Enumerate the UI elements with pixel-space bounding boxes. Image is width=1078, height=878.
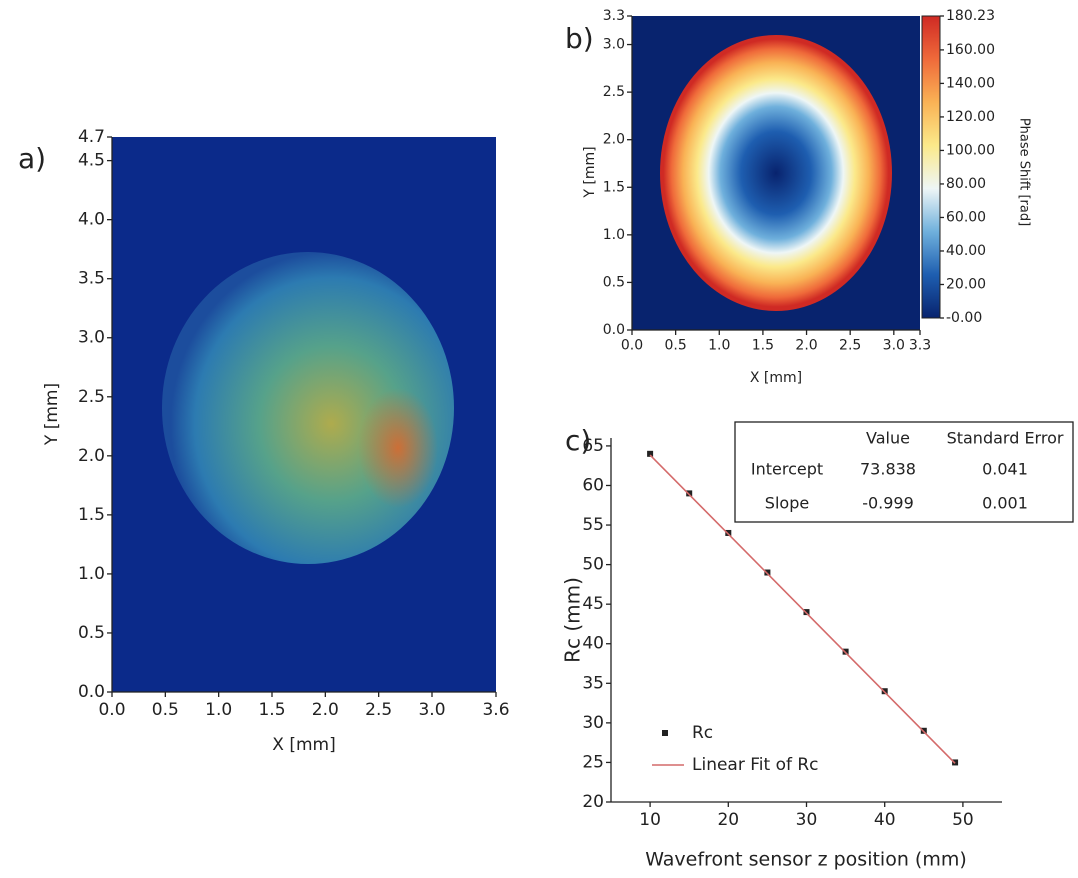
colorbar-tick-label: 100.00 — [946, 142, 995, 158]
x-tick-label: 20 — [717, 810, 739, 830]
x-tick-label: 0.5 — [665, 338, 687, 354]
y-axis-label: Y [mm] — [42, 383, 62, 446]
x-tick-label: 2.0 — [795, 338, 817, 354]
y-tick-label: 0.0 — [603, 322, 625, 338]
colorbar-tick-label: 60.00 — [946, 209, 986, 225]
x-tick-label: 2.5 — [839, 338, 861, 354]
x-tick-label: 1.5 — [258, 700, 285, 720]
colorbar-tick-label: 20.00 — [946, 276, 986, 292]
panel-label: c) — [565, 424, 591, 457]
y-tick-label: 50 — [582, 555, 604, 575]
y-tick-label: 4.5 — [78, 151, 105, 171]
panel-label: a) — [18, 142, 46, 175]
y-tick-label: 3.0 — [78, 328, 105, 348]
y-tick-label: 20 — [582, 792, 604, 812]
y-tick-label: 0.5 — [603, 274, 625, 290]
x-tick-label: 0.0 — [621, 338, 643, 354]
x-tick-label: 3.0 — [883, 338, 905, 354]
legend-label: Linear Fit of Rc — [692, 755, 819, 775]
y-tick-label: 3.0 — [603, 37, 625, 53]
x-tick-label: 3.0 — [418, 700, 445, 720]
legend-marker — [662, 730, 668, 736]
y-tick-label: 40 — [582, 634, 604, 654]
heatmap-hotspot — [358, 388, 438, 508]
y-tick-label: 2.5 — [78, 387, 105, 407]
x-tick-label: 30 — [796, 810, 818, 830]
y-tick-label: 4.0 — [78, 210, 105, 230]
colorbar-tick-label: 80.00 — [946, 176, 986, 192]
y-tick-label: 1.5 — [78, 505, 105, 525]
table-header: Value — [866, 429, 910, 448]
x-tick-label: 3.3 — [909, 338, 931, 354]
y-tick-label: 2.0 — [78, 446, 105, 466]
phase-ring — [660, 35, 892, 311]
y-tick-label: 3.3 — [603, 8, 625, 24]
table-row-label: Slope — [765, 494, 809, 513]
y-tick-label: 0.5 — [78, 623, 105, 643]
colorbar-tick-label: 40.00 — [946, 243, 986, 259]
colorbar-tick-label: 180.23 — [946, 8, 995, 24]
colorbar — [922, 16, 940, 318]
y-tick-label: 60 — [582, 475, 604, 495]
y-tick-label: 1.0 — [603, 227, 625, 243]
x-tick-label: 0.0 — [98, 700, 125, 720]
y-tick-label: 2.0 — [603, 132, 625, 148]
x-tick-label: 3.6 — [482, 700, 509, 720]
table-cell: 73.838 — [860, 460, 916, 479]
figure: 0.0 0.5 1.0 1.5 2.0 2.5 3.0 3.5 4.0 4.5 4.7 0.0 0.5 1… — [0, 0, 1078, 878]
x-tick-label: 1.5 — [752, 338, 774, 354]
x-axis-label: Wavefront sensor z position (mm) — [645, 849, 967, 871]
y-tick-label: 35 — [582, 673, 604, 693]
x-axis-label: X [mm] — [750, 370, 802, 386]
x-tick-label: 0.5 — [152, 700, 179, 720]
y-tick-label: 30 — [582, 713, 604, 733]
table-row-label: Intercept — [751, 460, 823, 479]
table-header: Standard Error — [947, 429, 1064, 448]
x-tick-label: 10 — [639, 810, 661, 830]
y-tick-label: 55 — [582, 515, 604, 535]
legend-label: Rc — [692, 723, 713, 743]
table-cell: 0.001 — [982, 494, 1028, 513]
y-axis-label: Y [mm] — [582, 146, 598, 198]
x-tick-label: 1.0 — [205, 700, 232, 720]
y-axis-label: Rc (mm) — [561, 577, 585, 663]
x-tick-label: 40 — [874, 810, 896, 830]
table-cell: 0.041 — [982, 460, 1028, 479]
x-tick-label: 2.5 — [365, 700, 392, 720]
panel-label: b) — [565, 22, 594, 55]
y-tick-label: 1.0 — [78, 564, 105, 584]
y-tick-label: 3.5 — [78, 269, 105, 289]
x-tick-label: 50 — [952, 810, 974, 830]
colorbar-tick-label: 160.00 — [946, 42, 995, 58]
y-tick-label: 2.5 — [603, 84, 625, 100]
x-tick-label: 2.0 — [312, 700, 339, 720]
table-cell: -0.999 — [862, 494, 914, 513]
colorbar-tick-label: 120.00 — [946, 109, 995, 125]
y-tick-label: 1.5 — [603, 179, 625, 195]
y-tick-label: 25 — [582, 752, 604, 772]
y-tick-label: 45 — [582, 594, 604, 614]
colorbar-tick-label: 140.00 — [946, 75, 995, 91]
x-tick-label: 1.0 — [708, 338, 730, 354]
colorbar-tick-label: -0.00 — [946, 310, 982, 326]
colorbar-label: Phase Shift [rad] — [1017, 118, 1032, 226]
y-tick-label: 4.7 — [78, 127, 105, 147]
x-axis-label: X [mm] — [272, 735, 335, 755]
